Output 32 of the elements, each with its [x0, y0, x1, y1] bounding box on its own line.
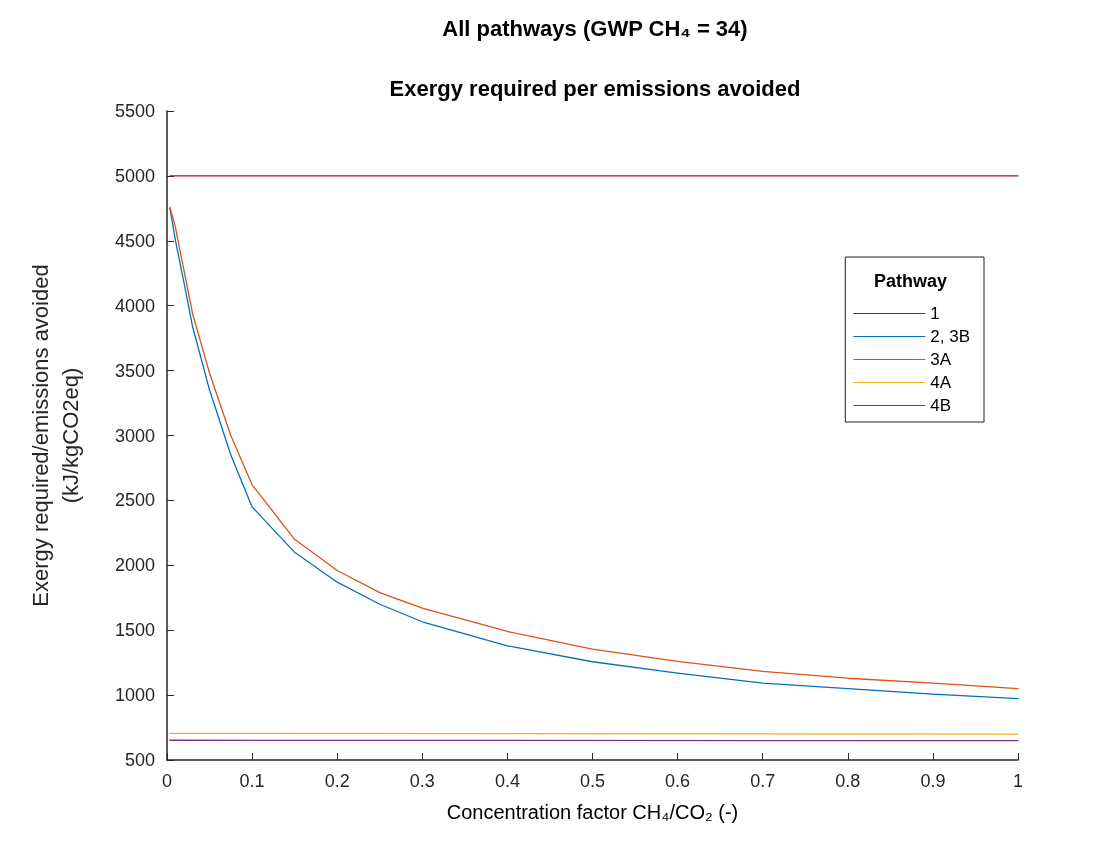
x-tick-label: 0.5	[579, 771, 606, 791]
chart-subtitle: Exergy required per emissions avoided	[389, 75, 801, 101]
y-tick-label: 5500	[114, 101, 155, 121]
y-tick-label: 500	[124, 750, 155, 770]
x-tick-label: 0.6	[665, 771, 691, 791]
y-tick-label: 1500	[114, 620, 155, 641]
x-tick-label: 0.9	[920, 771, 946, 791]
y-axis-title: Exergy required/emissions avoided (kJ/kgCO2eq)	[27, 264, 83, 607]
legend-label: 4B	[930, 396, 952, 415]
legend-label: 3A	[930, 350, 952, 369]
legend-label: 2, 3B	[930, 327, 971, 346]
y-tick-label: 1000	[114, 685, 155, 706]
x-tick-label: 0.2	[324, 771, 350, 791]
y-tick-label: 5000	[114, 165, 155, 186]
x-axis-title: Concentration factor CH₄/CO₂ (-)	[446, 801, 739, 823]
legend-label: 4A	[930, 373, 952, 392]
x-tick-label: 0	[161, 771, 173, 791]
legend-title: Pathway	[873, 271, 947, 291]
y-tick-label: 3000	[114, 425, 155, 446]
x-tick-label: 0.8	[835, 771, 861, 791]
x-tick-label: 0.7	[750, 771, 776, 791]
y-tick-label: 4000	[114, 295, 155, 316]
x-tick-label: 0.3	[409, 771, 435, 791]
x-tick-label: 1	[1012, 771, 1024, 791]
y-tick-label: 4500	[114, 230, 155, 251]
legend-label: 1	[930, 304, 940, 323]
chart-title: All pathways (GWP CH₄ = 34)	[442, 15, 748, 41]
y-tick-label: 3500	[114, 360, 155, 381]
y-tick-label: 2000	[114, 555, 155, 576]
y-tick-label: 2500	[114, 490, 155, 511]
x-tick-label: 0.4	[494, 771, 520, 791]
x-tick-label: 0.1	[239, 771, 265, 791]
